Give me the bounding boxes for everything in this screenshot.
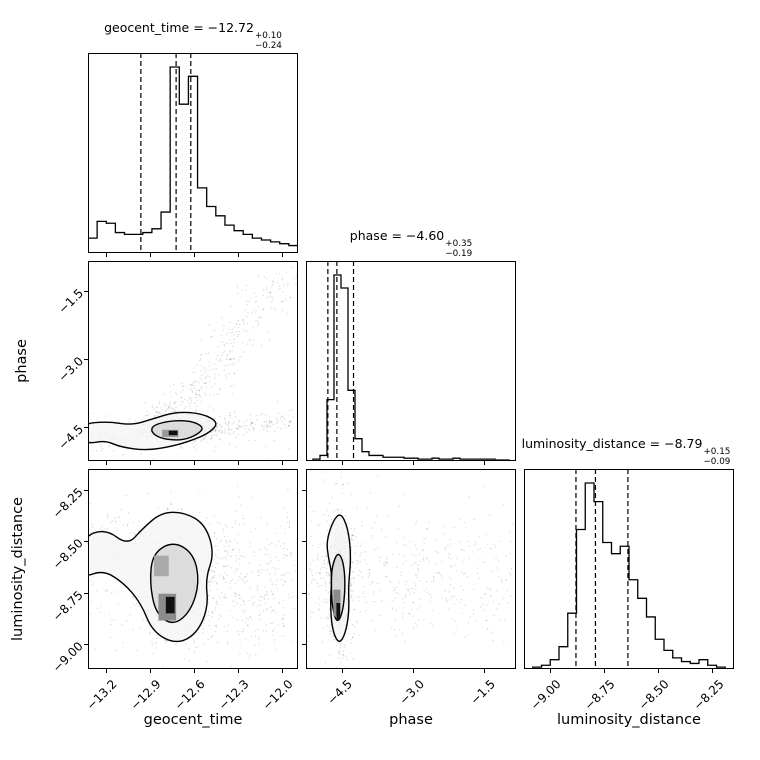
title-phase-errors: +0.35 −0.19 [445, 239, 472, 259]
y-tick-label-phase-text: −1.5 [55, 286, 86, 317]
tick-mark [149, 461, 151, 465]
x-tick-label-geocent_time-text: −12.0 [259, 677, 296, 713]
x-tick-label-geocent_time-text: −12.3 [215, 677, 252, 713]
tick-mark [302, 643, 306, 645]
tick-mark [193, 461, 195, 465]
scatter-phase-luminosity_distance-canvas [306, 469, 516, 669]
panel-hist-phase [306, 261, 516, 461]
title-luminosity_distance-plus: +0.15 [703, 447, 731, 458]
tick-mark [193, 669, 195, 673]
y-tick-label-phase-text: −4.5 [55, 422, 86, 453]
x-tick-label-phase-text: −4.5 [325, 677, 356, 708]
tick-mark [281, 669, 283, 673]
tick-mark [105, 253, 107, 257]
y-tick-label-luminosity_distance-text: −8.25 [50, 484, 86, 521]
hist-phase-canvas [306, 261, 516, 461]
x-axis-label-geocent_time: geocent_time [143, 712, 243, 728]
tick-mark [193, 253, 195, 257]
tick-mark [237, 669, 239, 673]
tick-mark [483, 669, 485, 673]
panel-hist-geocent_time [88, 53, 298, 253]
tick-mark [84, 358, 88, 360]
x-tick-label-phase-text: −1.5 [467, 677, 499, 708]
y-tick-label-phase-text: −3.0 [55, 354, 86, 385]
tick-mark [412, 461, 414, 465]
tick-mark [281, 253, 283, 257]
tick-mark [549, 669, 551, 673]
panel-hist-luminosity_distance [524, 469, 734, 669]
tick-mark [84, 592, 88, 594]
y-tick-label-luminosity_distance-text: −8.75 [50, 587, 86, 624]
x-axis-label-phase: phase [389, 712, 433, 728]
hist-geocent_time-canvas [88, 53, 298, 253]
x-tick-label-phase-text: −3.0 [396, 677, 427, 708]
title-geocent_time: geocent_time = −12.72 +0.10 −0.24 [104, 20, 282, 51]
title-phase-minus: −0.19 [445, 249, 473, 260]
tick-mark [281, 461, 283, 465]
x-tick-label-geocent_time-text: −12.9 [127, 677, 164, 713]
x-tick-label-luminosity_distance-text: −8.25 [690, 677, 727, 713]
panel-2d-geocent_time-phase [88, 261, 298, 461]
tick-mark [302, 592, 306, 594]
tick-mark [711, 669, 713, 673]
x-axis-label-luminosity_distance: luminosity_distance [557, 712, 701, 728]
y-tick-label-luminosity_distance-text: −8.50 [50, 536, 86, 573]
title-phase-plus: +0.35 [445, 239, 473, 250]
panel-2d-phase-luminosity_distance [306, 469, 516, 669]
tick-mark [84, 540, 88, 542]
x-tick-label-luminosity_distance-text: −9.00 [527, 677, 564, 713]
tick-mark [105, 461, 107, 465]
title-geocent_time-errors: +0.10 −0.24 [255, 31, 282, 51]
y-axis-label-luminosity_distance: luminosity_distance [10, 497, 26, 641]
y-tick-label-luminosity_distance-text: −9.00 [50, 639, 86, 676]
x-tick-label-geocent_time-text: −13.2 [83, 677, 120, 713]
tick-mark [483, 461, 485, 465]
tick-mark [237, 461, 239, 465]
x-tick-label-luminosity_distance-text: −8.50 [636, 677, 673, 713]
x-tick-label-geocent_time-text: −12.6 [171, 677, 208, 713]
title-geocent_time-value: geocent_time = −12.72 [104, 20, 254, 35]
title-luminosity_distance-minus: −0.09 [703, 457, 731, 468]
tick-mark [84, 426, 88, 428]
scatter-geocent_time-luminosity_distance-canvas [88, 469, 298, 669]
tick-mark [302, 489, 306, 491]
y-axis-label-phase: phase [14, 339, 30, 383]
tick-mark [657, 669, 659, 673]
tick-mark [341, 461, 343, 465]
tick-mark [603, 669, 605, 673]
title-phase: phase = −4.60 +0.35 −0.19 [350, 228, 472, 259]
tick-mark [302, 540, 306, 542]
title-phase-value: phase = −4.60 [349, 228, 445, 243]
tick-mark [105, 669, 107, 673]
panel-2d-geocent_time-luminosity_distance [88, 469, 298, 669]
tick-mark [412, 669, 414, 673]
title-luminosity_distance-value: luminosity_distance = −8.79 [521, 436, 703, 451]
tick-mark [84, 489, 88, 491]
tick-mark [341, 669, 343, 673]
tick-mark [149, 669, 151, 673]
title-luminosity_distance: luminosity_distance = −8.79 +0.15 −0.09 [522, 436, 731, 467]
tick-mark [84, 643, 88, 645]
tick-mark [84, 290, 88, 292]
title-geocent_time-plus: +0.10 [254, 31, 282, 42]
tick-mark [149, 253, 151, 257]
hist-luminosity_distance-canvas [524, 469, 734, 669]
title-geocent_time-minus: −0.24 [254, 41, 282, 52]
scatter-geocent_time-phase-canvas [88, 261, 298, 461]
x-tick-label-luminosity_distance-text: −8.75 [582, 677, 618, 713]
tick-mark [237, 253, 239, 257]
title-luminosity_distance-errors: +0.15 −0.09 [703, 447, 730, 467]
